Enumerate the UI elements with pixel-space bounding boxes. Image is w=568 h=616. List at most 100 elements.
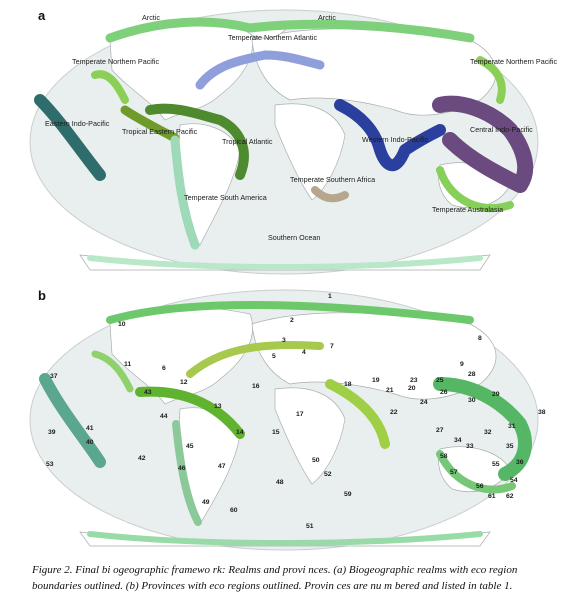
label-temperate-north-atlantic: Temperate Northern Atlantic	[228, 33, 317, 42]
province-48: 48	[276, 479, 284, 486]
label-temperate-southern-africa: Temperate Southern Africa	[290, 175, 375, 184]
province-13: 13	[214, 403, 222, 410]
caption-line-1: Figure 2. Final bi ogeographic framewo r…	[32, 564, 518, 576]
label-arctic-east: Arctic	[318, 13, 336, 22]
africa-land	[274, 103, 346, 201]
province-41: 41	[86, 425, 94, 432]
province-58: 58	[440, 453, 448, 460]
province-9: 9	[460, 361, 464, 368]
province-17: 17	[296, 411, 304, 418]
tropical-eastern-pacific-band	[120, 105, 180, 143]
tropical-atlantic-band	[145, 103, 249, 180]
province-numbers: 1 2 3 4 5 6 7 8 9 10 11 12 13 14 15 16 1…	[46, 293, 546, 530]
province-32: 32	[484, 429, 492, 436]
central-indo-pacific-band	[432, 95, 534, 193]
temperate-southern-africa-band	[311, 186, 349, 203]
arctic-band	[105, 17, 475, 43]
temperate-north-atlantic-band	[195, 50, 325, 90]
label-arctic-west: Arctic	[142, 13, 160, 22]
province-25: 25	[436, 377, 444, 384]
western-indo-pacific-band	[334, 99, 446, 171]
provinces-map-svg: 1 2 3 4 5 6 7 8 9 10 11 12 13 14 15 16 1…	[29, 289, 546, 551]
province-45: 45	[186, 443, 194, 450]
province-2: 2	[290, 317, 294, 324]
province-30: 30	[468, 397, 476, 404]
province-4: 4	[302, 349, 306, 356]
province-7: 7	[330, 343, 334, 350]
province-23: 23	[410, 377, 418, 384]
southern-ocean-band	[87, 255, 483, 270]
temperate-north-pacific-west-band	[91, 70, 129, 104]
label-eastern-indo-pacific: Eastern Indo-Pacific	[45, 119, 110, 128]
label-tropical-atlantic: Tropical Atlantic	[222, 137, 273, 146]
label-temperate-north-pacific-east: Temperate Northern Pacific	[470, 57, 557, 66]
label-southern-ocean: Southern Ocean	[268, 233, 320, 242]
province-39: 39	[48, 429, 56, 436]
province-34: 34	[454, 437, 462, 444]
province-bands	[39, 301, 532, 546]
province-11: 11	[124, 361, 131, 368]
panel-b-provinces-map: b 1 2 3 4 5 6	[0, 284, 568, 552]
province-35: 35	[506, 443, 514, 450]
province-57: 57	[450, 469, 458, 476]
province-59: 59	[344, 491, 352, 498]
province-54: 54	[510, 477, 518, 484]
province-56: 56	[476, 483, 484, 490]
province-16: 16	[252, 383, 260, 390]
province-55: 55	[492, 461, 500, 468]
province-46: 46	[178, 465, 186, 472]
province-6: 6	[162, 365, 166, 372]
figure-caption: Figure 2. Final bi ogeographic framewo r…	[32, 562, 552, 594]
panel-a-realms-map: a Arct	[0, 0, 568, 282]
province-36: 36	[516, 459, 524, 466]
province-19: 19	[372, 377, 380, 384]
label-temperate-north-pacific-west: Temperate Northern Pacific	[72, 57, 159, 66]
province-60: 60	[230, 507, 238, 514]
province-27: 27	[436, 427, 444, 434]
province-53: 53	[46, 461, 54, 468]
temperate-australasia-band	[436, 166, 514, 213]
province-8: 8	[478, 335, 482, 342]
province-28: 28	[468, 371, 476, 378]
eastern-indo-pacific-band	[34, 94, 106, 181]
province-52: 52	[324, 471, 332, 478]
label-western-indo-pacific: Western Indo-Pacific	[362, 135, 429, 144]
realm-labels: Arctic Arctic Temperate Northern Pacific…	[45, 13, 557, 242]
province-42: 42	[138, 455, 146, 462]
temperate-north-pacific-east-band	[476, 56, 506, 104]
province-14: 14	[236, 429, 244, 436]
land-masses-b	[79, 306, 511, 547]
province-47: 47	[218, 463, 226, 470]
province-62: 62	[506, 493, 514, 500]
panel-b-letter: b	[38, 288, 46, 303]
province-24: 24	[420, 399, 428, 406]
province-22: 22	[390, 409, 398, 416]
province-50: 50	[312, 457, 320, 464]
label-temperate-australasia: Temperate Australasia	[432, 205, 503, 214]
province-31: 31	[508, 423, 516, 430]
label-tropical-eastern-pacific: Tropical Eastern Pacific	[122, 127, 198, 136]
province-43: 43	[144, 389, 152, 396]
province-1: 1	[328, 293, 332, 300]
province-20: 20	[408, 385, 416, 392]
caption-line-2: boundaries outlined. (b) Provinces with …	[32, 580, 513, 592]
province-3: 3	[282, 337, 286, 344]
province-10: 10	[118, 321, 126, 328]
province-5: 5	[272, 353, 276, 360]
temperate-south-america-band	[170, 135, 200, 250]
province-18: 18	[344, 381, 352, 388]
province-38: 38	[538, 409, 546, 416]
panel-a-letter: a	[38, 8, 46, 23]
realm-bands	[34, 17, 534, 270]
province-29: 29	[492, 391, 500, 398]
province-61: 61	[488, 493, 496, 500]
province-26: 26	[440, 389, 448, 396]
province-21: 21	[386, 387, 394, 394]
realms-map-svg: Arctic Arctic Temperate Northern Pacific…	[29, 9, 557, 275]
province-40: 40	[86, 439, 94, 446]
province-12: 12	[180, 379, 188, 386]
province-51: 51	[306, 523, 314, 530]
province-33: 33	[466, 443, 474, 450]
province-15: 15	[272, 429, 280, 436]
label-temperate-south-america: Temperate South America	[184, 193, 267, 202]
